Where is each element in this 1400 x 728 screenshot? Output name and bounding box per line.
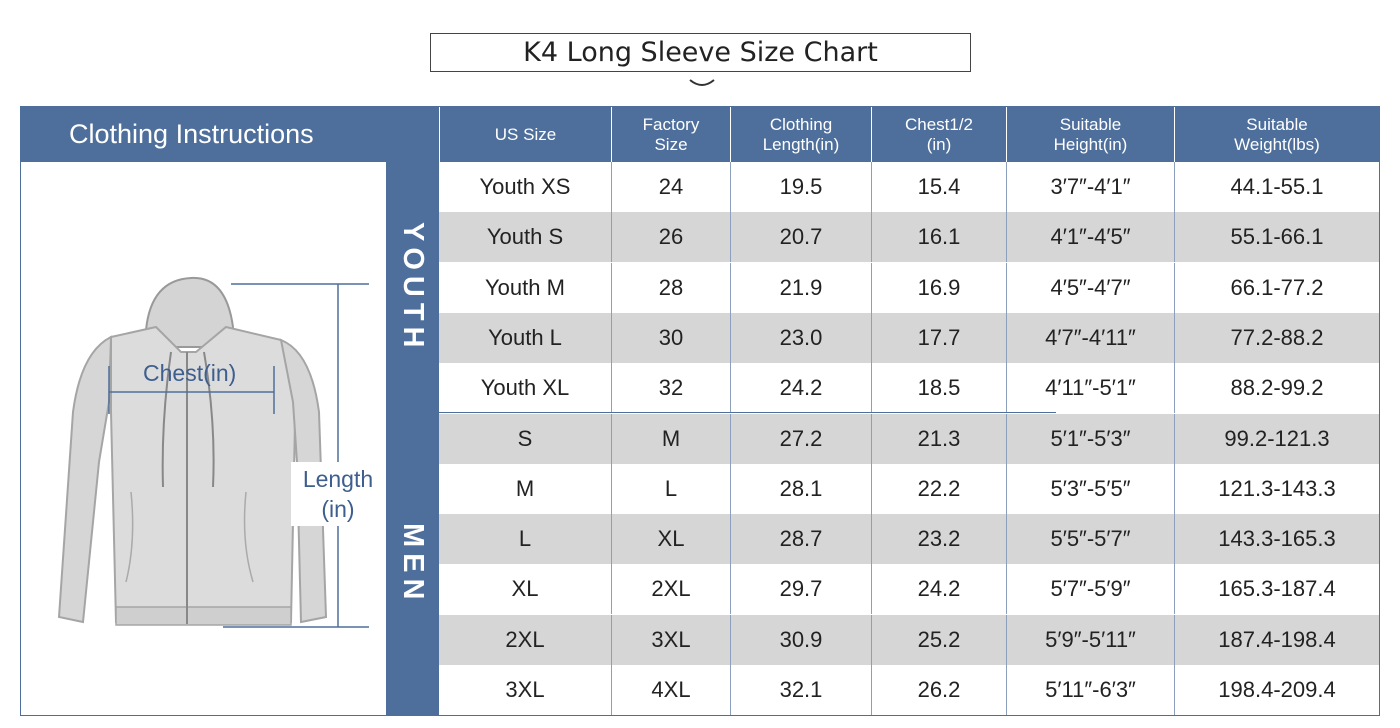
youth-group-label: YOUTH [386,162,439,413]
factory-size-cell: 4XL [611,665,730,715]
table-row: M L 28.1 22.2 5′3″-5′5″ 121.3-143.3 [439,463,1379,514]
chest-cell: 24.2 [871,564,1006,615]
weight-cell: 55.1-66.1 [1174,212,1379,263]
weight-cell: 44.1-55.1 [1174,162,1379,212]
suitable-weight-header: Suitable Weight(lbs) [1174,107,1379,162]
factory-size-cell: 28 [611,262,730,313]
factory-size-header: Factory Size [611,107,730,162]
weight-cell: 143.3-165.3 [1174,514,1379,565]
height-cell: 3′7″-4′1″ [1006,162,1174,212]
height-cell: 5′11″-6′3″ [1006,665,1174,715]
clothing-length-cell: 29.7 [730,564,871,615]
weight-cell: 88.2-99.2 [1174,363,1379,414]
chest-cell: 17.7 [871,312,1006,363]
chest-cell: 26.2 [871,665,1006,715]
factory-size-cell: 24 [611,162,730,212]
factory-size-cell: 3XL [611,614,730,665]
chest-cell: 15.4 [871,162,1006,212]
us-size-cell: S [517,425,533,451]
table-row: Youth L 30 23.0 17.7 4′7″-4′11″ 77.2-88.2 [439,312,1379,363]
chest-cell: 16.9 [871,262,1006,313]
weight-cell: 99.2-121.3 [1174,413,1379,464]
weight-cell: 66.1-77.2 [1174,262,1379,313]
factory-size-cell: 30 [611,312,730,363]
us-size-cell: L [518,526,532,552]
table-row: S M 27.2 21.3 5′1″-5′3″ 99.2-121.3 [439,413,1379,464]
group-divider [386,412,1056,413]
chest-cell: 22.2 [871,463,1006,514]
clothing-length-cell: 20.7 [730,212,871,263]
weight-cell: 165.3-187.4 [1174,564,1379,615]
table-row: L XL 28.7 23.2 5′5″-5′7″ 143.3-165.3 [439,514,1379,565]
chest-cell: 21.3 [871,413,1006,464]
us-size-cell: Youth M [485,274,565,300]
chart-title: K4 Long Sleeve Size Chart [430,33,971,72]
height-cell: 5′5″-5′7″ [1006,514,1174,565]
title-underline-mark [689,79,715,86]
clothing-length-cell: 28.7 [730,514,871,565]
height-cell: 5′9″-5′11″ [1006,614,1174,665]
factory-size-cell: 32 [611,363,730,414]
us-size-cell: Youth L [488,324,562,350]
hoodie-drawing [57,276,383,628]
table-row: Youth M 28 21.9 16.9 4′5″-4′7″ 66.1-77.2 [439,262,1379,313]
us-size-cell: Youth XS [479,174,571,199]
men-group-label: MEN [386,413,439,715]
us-size-cell: Youth XL [480,375,570,401]
us-size-header: US Size [439,107,611,162]
table-row: XL 2XL 29.7 24.2 5′7″-5′9″ 165.3-187.4 [439,564,1379,615]
height-cell: 4′1″-4′5″ [1006,212,1174,263]
clothing-length-cell: 19.5 [730,162,871,212]
clothing-instructions-header: Clothing Instructions [21,107,439,162]
chest-label: Chest(in) [143,360,237,386]
chest-header: Chest1/2 (in) [871,107,1006,162]
factory-size-cell: 26 [611,212,730,263]
clothing-length-cell: 32.1 [730,665,871,715]
factory-size-cell: M [611,413,730,464]
height-cell: 4′7″-4′11″ [1006,312,1174,363]
weight-cell: 198.4-209.4 [1174,665,1379,715]
factory-size-cell: L [611,463,730,514]
height-cell: 5′7″-5′9″ [1006,564,1174,615]
chest-cell: 23.2 [871,514,1006,565]
chest-cell: 25.2 [871,614,1006,665]
table-row: 3XL 4XL 32.1 26.2 5′11″-6′3″ 198.4-209.4 [439,665,1379,715]
chest-cell: 18.5 [871,363,1006,414]
us-size-cell: XL [511,576,539,602]
height-cell: 5′3″-5′5″ [1006,463,1174,514]
clothing-length-cell: 28.1 [730,463,871,514]
us-size-cell: M [515,475,535,501]
factory-size-cell: XL [611,514,730,565]
clothing-length-cell: 24.2 [730,363,871,414]
clothing-length-cell: 30.9 [730,614,871,665]
length-label: Length (in) [302,466,374,522]
clothing-length-cell: 23.0 [730,312,871,363]
height-cell: 4′5″-4′7″ [1006,262,1174,313]
size-chart-table: Clothing Instructions US Size Factory Siz… [20,106,1380,716]
weight-cell: 77.2-88.2 [1174,312,1379,363]
suitable-height-header: Suitable Height(in) [1006,107,1174,162]
factory-size-cell: 2XL [611,564,730,615]
weight-cell: 187.4-198.4 [1174,614,1379,665]
us-size-cell: 2XL [505,626,545,652]
height-cell: 4′11″-5′1″ [1006,363,1174,414]
hoodie-illustration: Chest(in) Length (in) [21,162,386,715]
clothing-length-header: Clothing Length(in) [730,107,871,162]
height-cell: 5′1″-5′3″ [1006,413,1174,464]
table-row: Youth S 26 20.7 16.1 4′1″-4′5″ 55.1-66.1 [439,212,1379,263]
clothing-length-cell: 21.9 [730,262,871,313]
chest-cell: 16.1 [871,212,1006,263]
table-row: Youth XL 32 24.2 18.5 4′11″-5′1″ 88.2-99.2 [439,363,1379,414]
table-row: 2XL 3XL 30.9 25.2 5′9″-5′11″ 187.4-198.4 [439,614,1379,665]
us-size-cell: Youth S [486,224,564,250]
us-size-cell: 3XL [505,677,545,702]
table-row: Youth XS 24 19.5 15.4 3′7″-4′1″ 44.1-55.1 [439,162,1379,212]
clothing-length-cell: 27.2 [730,413,871,464]
weight-cell: 121.3-143.3 [1174,463,1379,514]
